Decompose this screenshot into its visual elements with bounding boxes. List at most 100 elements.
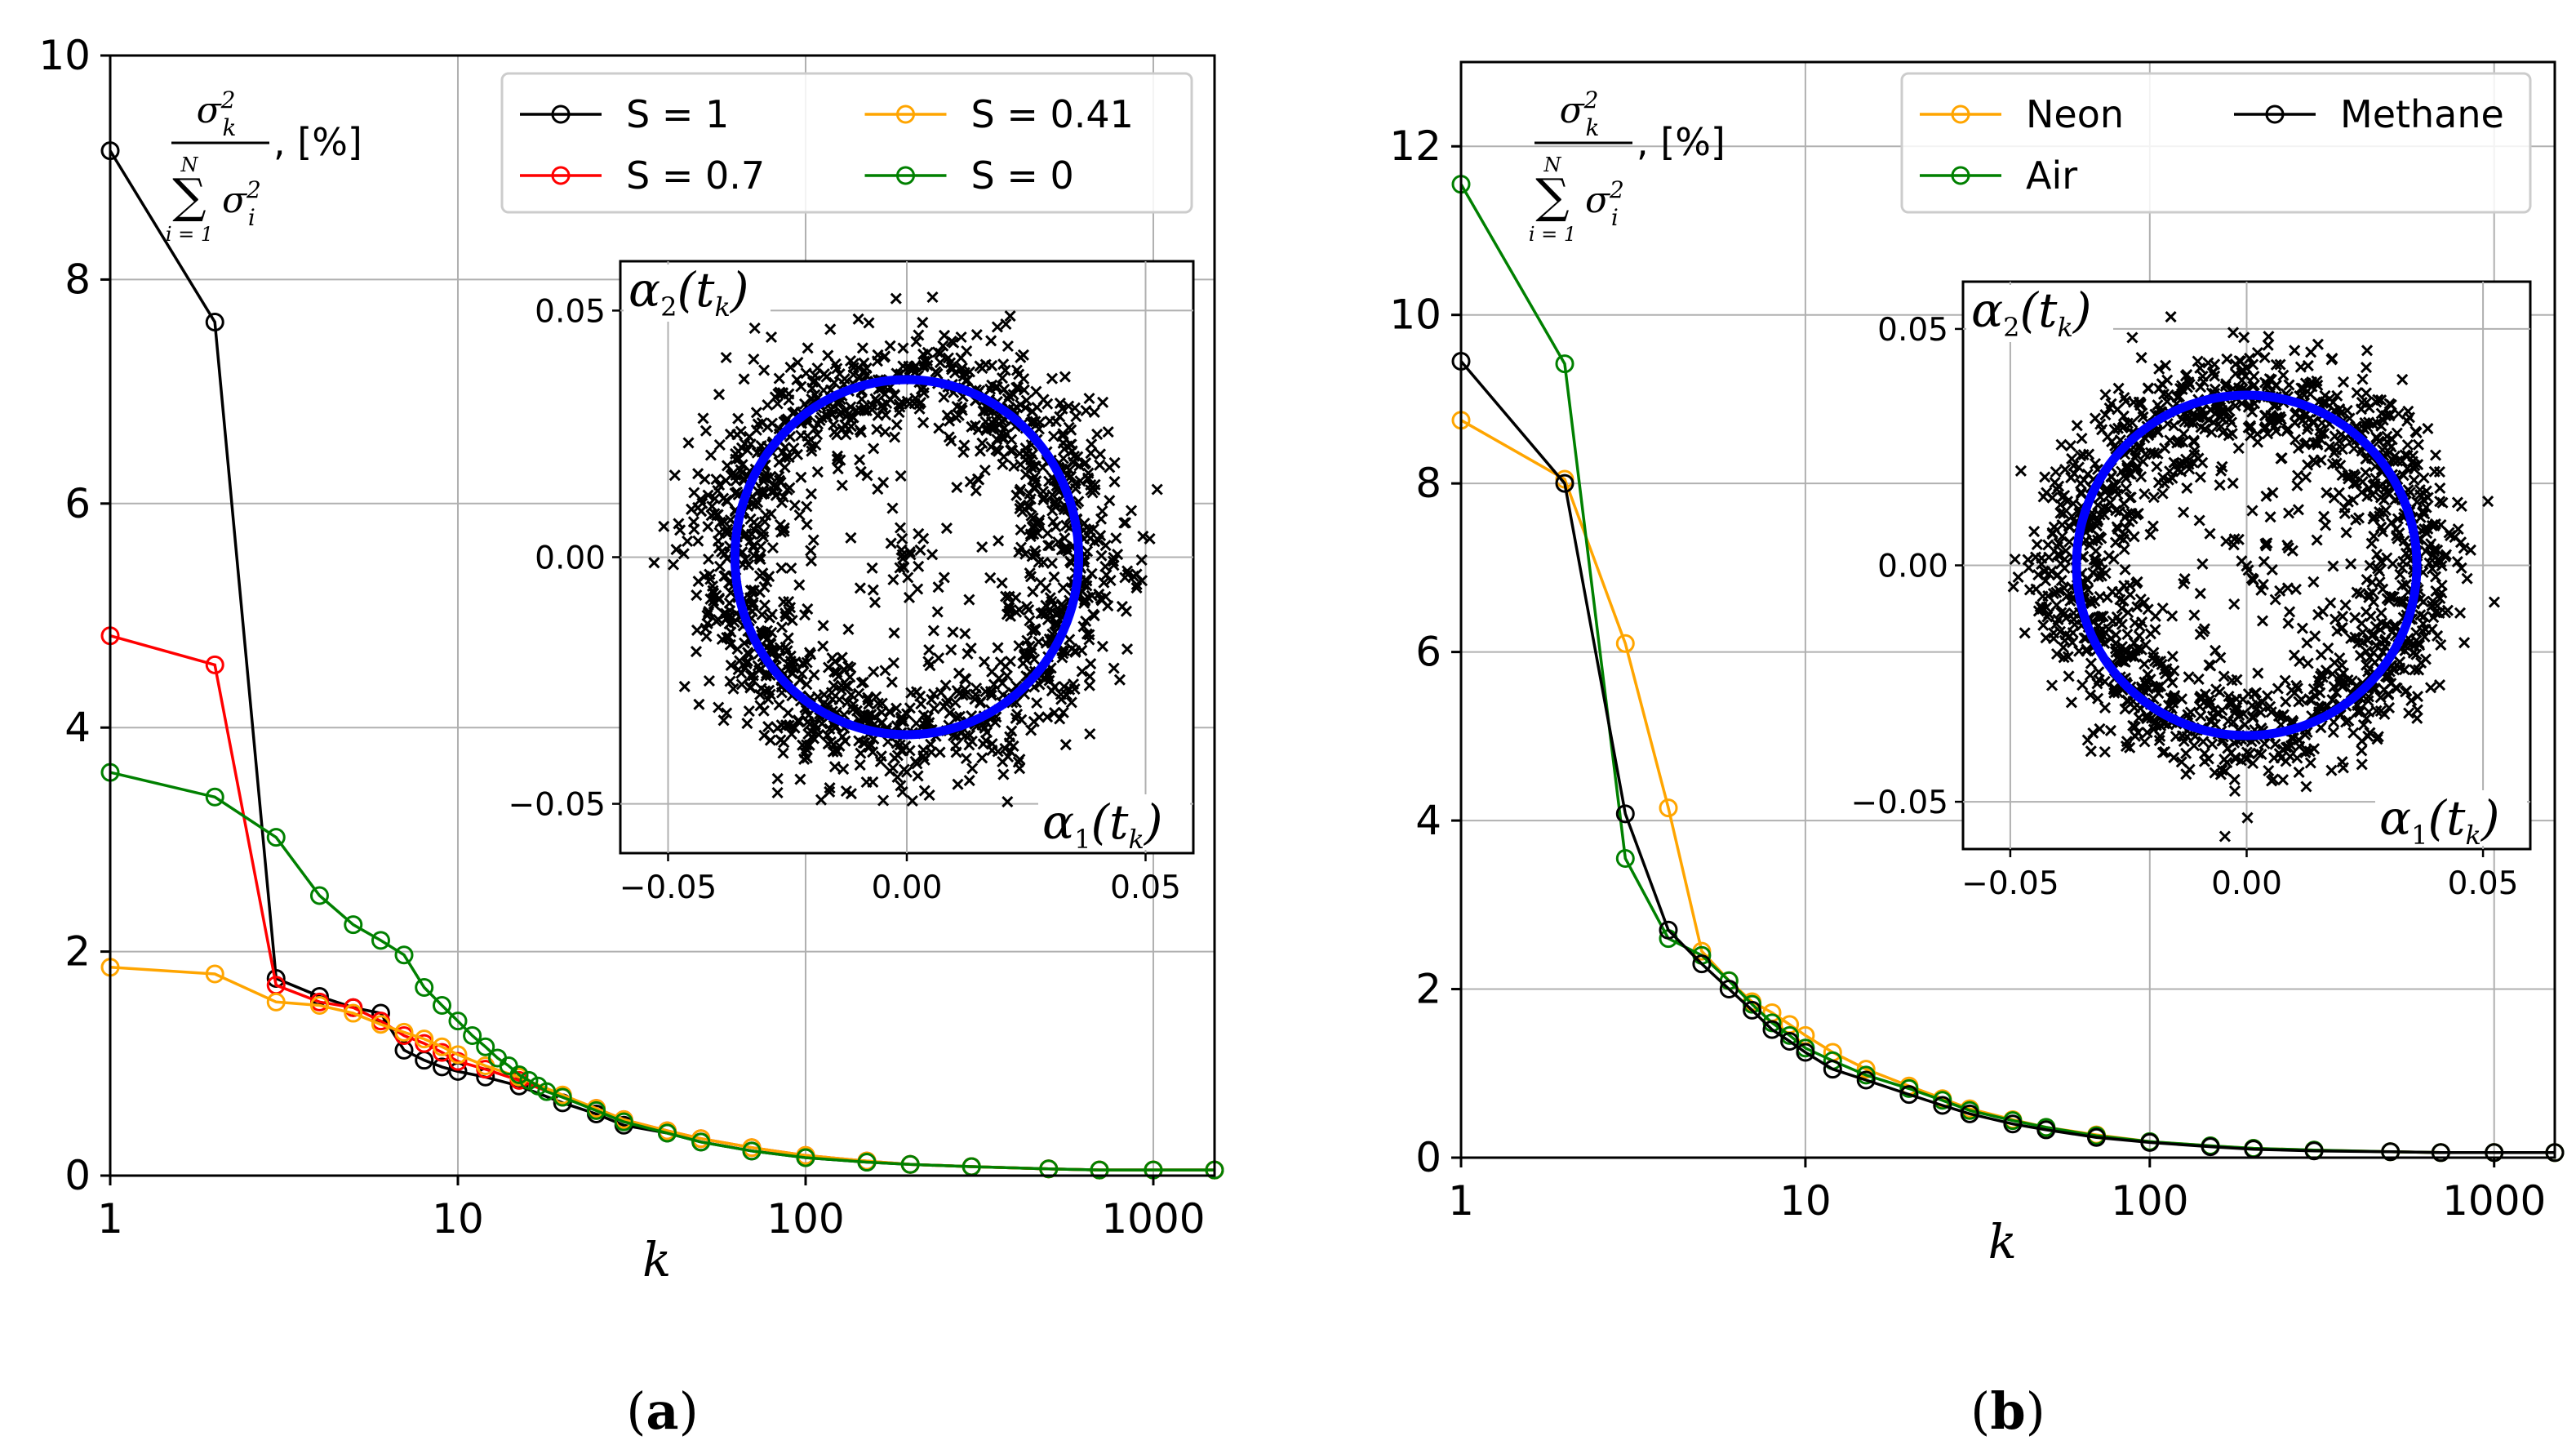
scatter-point (2087, 727, 2099, 739)
scatter-point (773, 699, 785, 711)
scatter-point (2156, 487, 2169, 500)
scatter-point (2270, 379, 2282, 391)
x-tick-label: 100 (2111, 1177, 2188, 1225)
scatter-point (2351, 586, 2363, 598)
scatter-point (2233, 709, 2245, 722)
scatter-point (2394, 656, 2406, 668)
scatter-point (2204, 527, 2216, 540)
scatter-point (2429, 518, 2441, 530)
data-point (537, 1082, 557, 1101)
scatter-point (996, 372, 1009, 385)
scatter-point (2356, 373, 2369, 385)
scatter-point (721, 494, 733, 506)
scatter-point (2161, 374, 2174, 386)
scatter-point (2274, 585, 2286, 597)
scatter-point (927, 625, 939, 637)
scatter-point (918, 754, 930, 766)
scatter-point (951, 730, 963, 742)
scatter-point (2147, 491, 2160, 504)
scatter-point (1018, 384, 1030, 396)
scatter-point (808, 669, 820, 681)
data-point (553, 1087, 572, 1107)
scatter-point (2067, 627, 2079, 639)
scatter-point (809, 389, 821, 401)
scatter-point (745, 584, 757, 597)
scatter-point (970, 485, 982, 497)
scatter-point (2113, 531, 2125, 544)
scatter-point (886, 676, 898, 688)
data-point (1899, 1085, 1919, 1105)
scatter-point (692, 535, 704, 547)
scatter-point (1026, 406, 1038, 418)
scatter-point (2301, 637, 2313, 649)
scatter-point (2221, 353, 2233, 365)
scatter-point (2292, 504, 2304, 516)
scatter-point (1011, 402, 1024, 414)
scatter-point (797, 658, 810, 670)
scatter-point (1043, 475, 1055, 487)
data-point (205, 787, 224, 807)
scatter-point (2318, 427, 2330, 440)
scatter-point (688, 523, 700, 536)
scatter-point (2427, 611, 2440, 624)
scatter-point (2410, 426, 2423, 439)
data-point (1856, 1060, 1876, 1079)
scatter-point (2461, 572, 2473, 585)
scatter-point (1048, 497, 1060, 510)
scatter-point (2164, 434, 2176, 447)
scatter-point (2095, 532, 2107, 545)
scatter-point (2014, 465, 2027, 477)
scatter-point (2198, 747, 2211, 759)
scatter-point (1065, 696, 1077, 709)
scatter-point (912, 770, 924, 782)
y-axis-unit: , [%] (273, 120, 362, 164)
scatter-point (1060, 461, 1073, 474)
scatter-point (1024, 567, 1036, 580)
scatter-point (2019, 627, 2031, 639)
scatter-point (957, 689, 969, 701)
scatter-point (2241, 560, 2253, 572)
scatter-point (2436, 579, 2448, 592)
scatter-point (692, 501, 704, 514)
scatter-point (2375, 555, 2387, 567)
inset-xlabel-bg (2375, 790, 2527, 846)
scatter-point (856, 342, 868, 354)
scatter-point (2232, 533, 2245, 545)
scatter-point (1037, 494, 1050, 506)
data-point (344, 915, 363, 935)
superscript: 2 (220, 87, 236, 113)
scatter-point (2076, 432, 2088, 445)
data-point (1659, 920, 1678, 940)
x-axis-label: k (642, 1232, 671, 1287)
scatter-point (2152, 426, 2164, 438)
scatter-point (719, 570, 731, 582)
subscript: k (1585, 114, 1599, 141)
scatter-point (744, 669, 757, 682)
scatter-point (2411, 712, 2423, 724)
scatter-point (1059, 739, 1072, 751)
scatter-point (2482, 496, 2494, 508)
scatter-point (815, 794, 828, 806)
scatter-point (693, 698, 705, 710)
scatter-point (2145, 712, 2158, 724)
scatter-point (1015, 351, 1027, 363)
scatter-point (847, 362, 859, 374)
scatter-point (2385, 678, 2397, 690)
inset-x-tick-label: 0.05 (1110, 869, 1181, 906)
data-point (266, 828, 286, 847)
data-point (2381, 1142, 2401, 1162)
scatter-point (1010, 489, 1023, 501)
scatter-point (748, 523, 761, 536)
scatter-point (2129, 651, 2141, 663)
scatter-point (2059, 545, 2072, 557)
scatter-point (2241, 753, 2253, 765)
scatter-point (2333, 487, 2345, 499)
scatter-point (1080, 404, 1092, 416)
scatter-point (2124, 580, 2136, 592)
scatter-point (1003, 605, 1015, 617)
scatter-point (691, 589, 703, 602)
scatter-point (2120, 395, 2132, 407)
legend: Neon Air Methane (1900, 72, 2532, 214)
scatter-point (869, 393, 882, 405)
